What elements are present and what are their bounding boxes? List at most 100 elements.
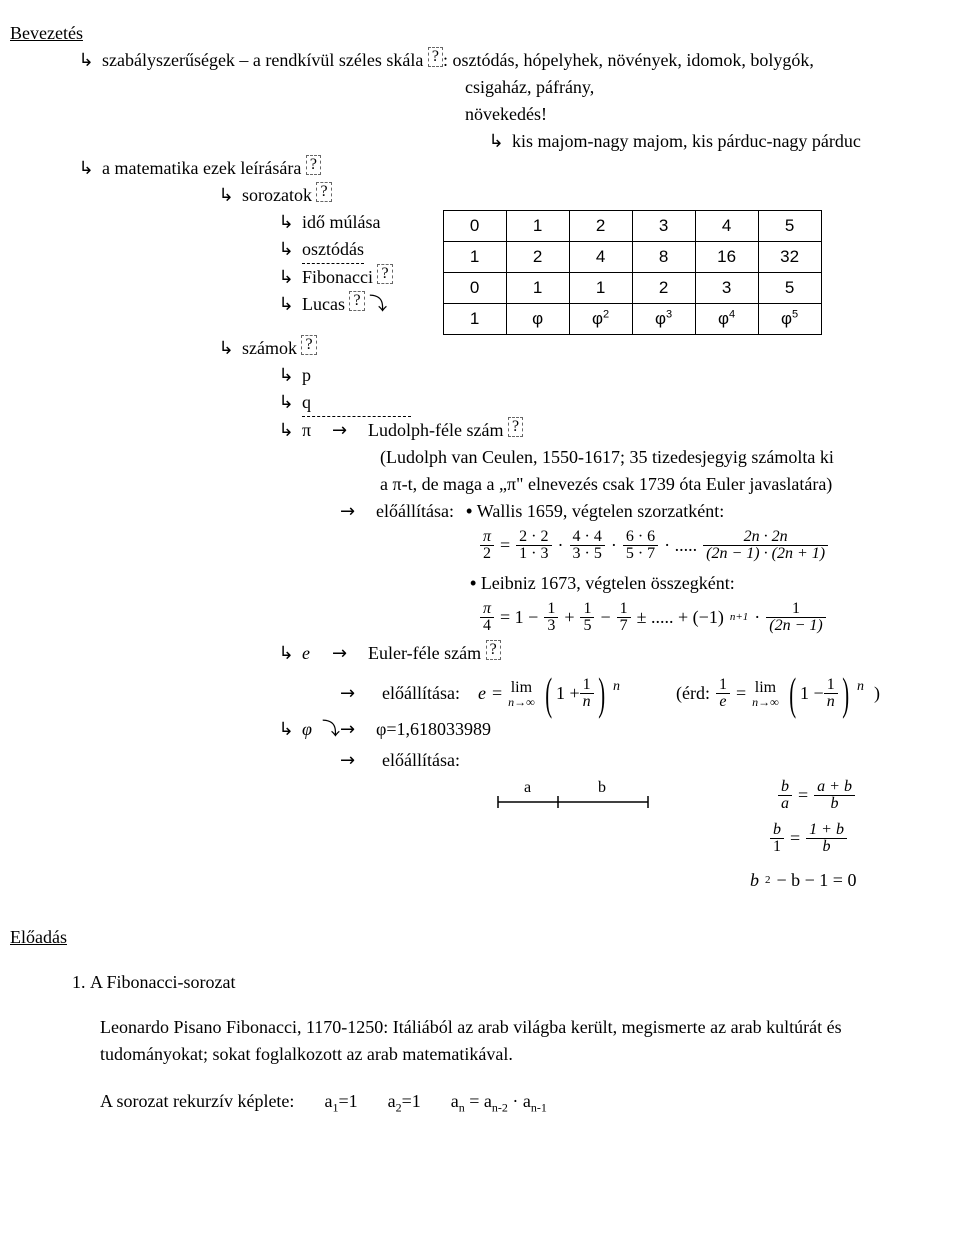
table-cell: φ4	[695, 304, 758, 335]
num: 6 · 6	[623, 529, 658, 546]
phi-segment-row: a b ba = a + bb	[480, 778, 950, 812]
num: 1	[766, 601, 825, 618]
text: a matematika ezek leírására	[102, 155, 301, 182]
node-szamok: ↳ számok ?	[210, 335, 950, 362]
text: szabályszerűségek – a rendkívül széles s…	[102, 47, 423, 74]
table-cell: 3	[632, 211, 695, 242]
node-fibonacci: ↳ Fibonacci ?	[270, 264, 393, 291]
arrow-icon: ↳	[210, 335, 242, 362]
num: 1	[544, 601, 558, 618]
table-row: 0 1 2 3 4 5	[443, 211, 821, 242]
table-cell: 2	[506, 242, 569, 273]
table-cell: φ2	[569, 304, 632, 335]
text: q	[302, 389, 411, 417]
arrow-icon: ↳	[270, 716, 302, 743]
val: =1	[402, 1091, 421, 1111]
text: számok	[242, 335, 297, 362]
text: Euler-féle szám	[368, 640, 481, 667]
section-title-bevezetes: Bevezetés	[10, 20, 950, 47]
eq: =	[790, 825, 800, 852]
arrow-icon: ↳	[270, 291, 302, 318]
text: A Fibonacci-sorozat	[90, 972, 235, 992]
line-novekedes: növekedés!	[465, 101, 950, 128]
text: Fibonacci	[302, 264, 373, 291]
den: b	[814, 796, 855, 812]
table-cell: 5	[758, 273, 821, 304]
lim: lim	[508, 680, 535, 696]
den: 5 · 7	[623, 546, 658, 562]
wallis-label-row: → előállítása: • Wallis 1659, végtelen s…	[340, 498, 950, 525]
text: előállítása:	[376, 498, 454, 525]
num: 1	[580, 677, 594, 694]
sup: 4	[729, 309, 735, 321]
term-a2: a2=1	[388, 1088, 421, 1117]
wallis-equation: π2 = 2 · 21 · 3 · 4 · 43 · 5 · 6 · 65 · …	[480, 529, 950, 562]
text: előállítása:	[382, 747, 460, 774]
list-item-fibonacci: A Fibonacci-sorozat	[90, 969, 950, 996]
phi-symbol: φ	[592, 309, 603, 328]
table-cell: 1	[506, 273, 569, 304]
sequence-table: 0 1 2 3 4 5 1 2 4 8 16 32 0 1	[443, 210, 822, 335]
den: e	[716, 694, 730, 710]
arrow-right-icon: →	[340, 747, 376, 774]
lim-sub: n→∞	[752, 696, 779, 708]
e-symbol: e	[302, 640, 332, 667]
table-row: 1 φ φ2 φ3 φ4 φ5	[443, 304, 821, 335]
label: A sorozat rekurzív képlete:	[100, 1088, 294, 1115]
table-cell: 3	[695, 273, 758, 304]
svg-text:b: b	[598, 779, 606, 796]
num: 1	[617, 601, 631, 618]
arrow-icon: ↳	[270, 236, 302, 263]
text: sorozatok	[242, 182, 312, 209]
table-cell: 1	[443, 242, 506, 273]
node-lucas: ↳ Lucas ? ⤵	[270, 291, 393, 318]
question-box: ?	[508, 417, 523, 437]
dot: ·	[754, 604, 760, 631]
term-a1: a1=1	[324, 1088, 357, 1117]
ludolph-note-2: a π-t, de maga a „π" elnevezés csak 1739…	[380, 471, 950, 498]
arrow-right-icon: →	[332, 417, 368, 444]
num: π	[480, 529, 494, 546]
num: 1	[716, 677, 730, 694]
den: 7	[617, 618, 631, 634]
node-e: ↳ e → Euler-féle szám ?	[270, 640, 950, 667]
table-cell: 0	[443, 211, 506, 242]
text: előállítása:	[382, 680, 460, 707]
arrow-right-icon: →	[340, 680, 376, 707]
inner: 1 −	[800, 680, 824, 707]
text: : osztódás, hópelyhek, növények, idomok,…	[443, 47, 814, 74]
den: 5	[580, 618, 594, 634]
segment-diagram-icon: a b	[488, 778, 658, 812]
phi-symbol: φ	[718, 309, 729, 328]
arrow-icon: ↳	[270, 362, 302, 389]
node-p: ↳ p	[270, 362, 950, 389]
question-box: ?	[316, 182, 331, 202]
arrow-icon: ↳	[70, 155, 102, 182]
table-cell: φ3	[632, 304, 695, 335]
pi-symbol: π	[302, 417, 332, 444]
node-sorozatok: ↳ sorozatok ?	[210, 182, 393, 209]
table-cell: 2	[632, 273, 695, 304]
table-cell: 1	[569, 273, 632, 304]
op: −	[600, 604, 610, 631]
question-box: ?	[377, 264, 392, 284]
phi-symbol: φ	[532, 309, 543, 328]
num: 2n · 2n	[703, 529, 828, 546]
arrow-icon: ↳	[210, 182, 242, 209]
b: b	[750, 867, 759, 894]
tail: ± ..... + (−1)	[637, 604, 724, 631]
node-phi: ↳ φ ⤵ → φ=1,618033989	[270, 716, 950, 743]
table-cell: 16	[695, 242, 758, 273]
table-row: 1 2 4 8 16 32	[443, 242, 821, 273]
question-box: ?	[301, 335, 316, 355]
sup: n+1	[730, 609, 748, 626]
num: 4 · 4	[570, 529, 605, 546]
arrow-icon: ↳	[270, 209, 302, 236]
text: kis majom-nagy majom, kis párduc-nagy pá…	[512, 128, 861, 155]
phi-symbol: φ	[302, 716, 322, 743]
phi-eloallitas: → előállítása:	[340, 747, 950, 774]
node-pi: ↳ π → Ludolph-féle szám ?	[270, 417, 950, 444]
node-osztodas: ↳ osztódás	[270, 236, 393, 264]
pow: n	[613, 679, 620, 694]
num: 1	[824, 677, 838, 694]
